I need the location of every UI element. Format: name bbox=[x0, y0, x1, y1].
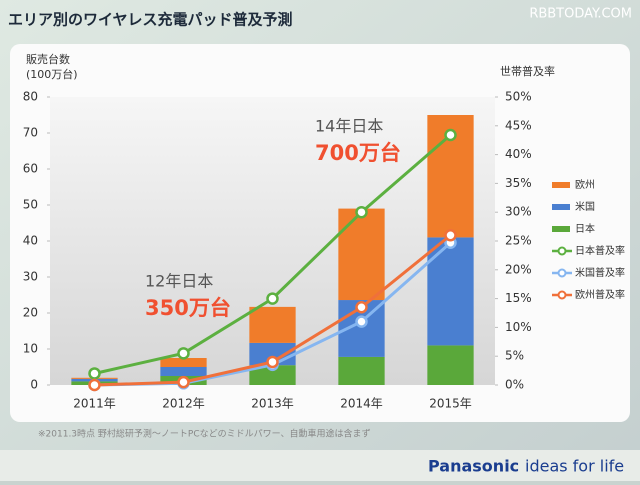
legend-swatch bbox=[552, 226, 570, 232]
line-point bbox=[88, 378, 101, 392]
x-tick-label: 2012年 bbox=[162, 397, 205, 411]
line-point bbox=[177, 375, 190, 389]
legend-label: 日本 bbox=[575, 222, 595, 235]
y2-tick-label: 5% bbox=[505, 349, 524, 363]
annotation: 14年日本 bbox=[315, 117, 383, 136]
legend-swatch bbox=[557, 268, 567, 278]
bar-segment bbox=[249, 306, 296, 343]
line-point bbox=[266, 292, 279, 305]
tagline: ideas for life bbox=[525, 457, 624, 476]
line-point bbox=[355, 300, 368, 314]
bar-segment bbox=[249, 365, 296, 385]
line-point bbox=[355, 205, 368, 219]
y2-tick-label: 35% bbox=[505, 176, 532, 190]
x-tick-label: 2014年 bbox=[340, 397, 383, 411]
line-point bbox=[444, 228, 457, 242]
y2-tick-label: 30% bbox=[505, 205, 532, 219]
legend-label: 米国普及率 bbox=[575, 266, 625, 279]
brand: Panasonic bbox=[428, 457, 519, 476]
y2-tick-label: 25% bbox=[505, 234, 532, 248]
y-tick-label: 40 bbox=[23, 234, 38, 248]
y2-tick-label: 20% bbox=[505, 262, 532, 276]
y-tick-label: 30 bbox=[23, 270, 38, 284]
y2-tick-label: 50% bbox=[505, 90, 532, 104]
legend-label: 米国 bbox=[575, 200, 595, 213]
y-tick-label: 50 bbox=[23, 198, 38, 212]
line-point bbox=[177, 347, 190, 360]
y2-tick-label: 45% bbox=[505, 118, 532, 132]
slide-title: エリア別のワイヤレス充電パッド普及予測 bbox=[8, 11, 293, 29]
line-point bbox=[444, 128, 457, 142]
bar-segment bbox=[338, 356, 385, 385]
y-axis-label: 販売台数 bbox=[26, 52, 70, 66]
y-tick-label: 20 bbox=[23, 306, 38, 320]
legend-label: 日本普及率 bbox=[575, 244, 625, 257]
y-tick-label: 70 bbox=[23, 126, 38, 140]
x-tick-label: 2013年 bbox=[251, 397, 294, 411]
legend-swatch bbox=[557, 246, 567, 256]
y2-tick-label: 10% bbox=[505, 320, 532, 334]
y2-axis-label: 世帯普及率 bbox=[500, 64, 555, 78]
legend-swatch bbox=[557, 290, 567, 300]
legend-label: 欧州普及率 bbox=[575, 288, 625, 301]
x-tick-label: 2015年 bbox=[429, 397, 472, 411]
bar-segment bbox=[338, 208, 385, 301]
annotation: 350万台 bbox=[145, 296, 231, 320]
y2-tick-label: 0% bbox=[505, 378, 524, 392]
x-tick-label: 2011年 bbox=[73, 397, 116, 411]
y2-tick-label: 40% bbox=[505, 147, 532, 161]
bar-segment bbox=[160, 367, 207, 376]
bar-segment bbox=[160, 358, 207, 367]
annotation: 12年日本 bbox=[145, 272, 213, 291]
y-tick-label: 0 bbox=[30, 378, 38, 392]
line-point bbox=[88, 367, 101, 380]
footer-bar bbox=[0, 450, 640, 481]
line-point bbox=[355, 315, 368, 328]
legend-label: 欧州 bbox=[575, 179, 595, 191]
line-point bbox=[266, 355, 279, 369]
legend-swatch bbox=[552, 204, 570, 210]
annotation: 700万台 bbox=[315, 141, 401, 165]
y-tick-label: 10 bbox=[23, 342, 38, 356]
bar-segment bbox=[427, 345, 474, 385]
y-tick-label: 80 bbox=[23, 90, 38, 104]
y-axis-label: (100万台) bbox=[26, 67, 78, 81]
footnote: ※2011.3時点 野村総研予測～ノートPCなどのミドルパワー、自動車用途は含ま… bbox=[38, 428, 371, 440]
watermark: RBBTODAY.COM bbox=[529, 7, 632, 22]
y-tick-label: 60 bbox=[23, 162, 38, 176]
y2-tick-label: 15% bbox=[505, 291, 532, 305]
bar-segment bbox=[427, 237, 474, 346]
legend-swatch bbox=[552, 182, 570, 188]
